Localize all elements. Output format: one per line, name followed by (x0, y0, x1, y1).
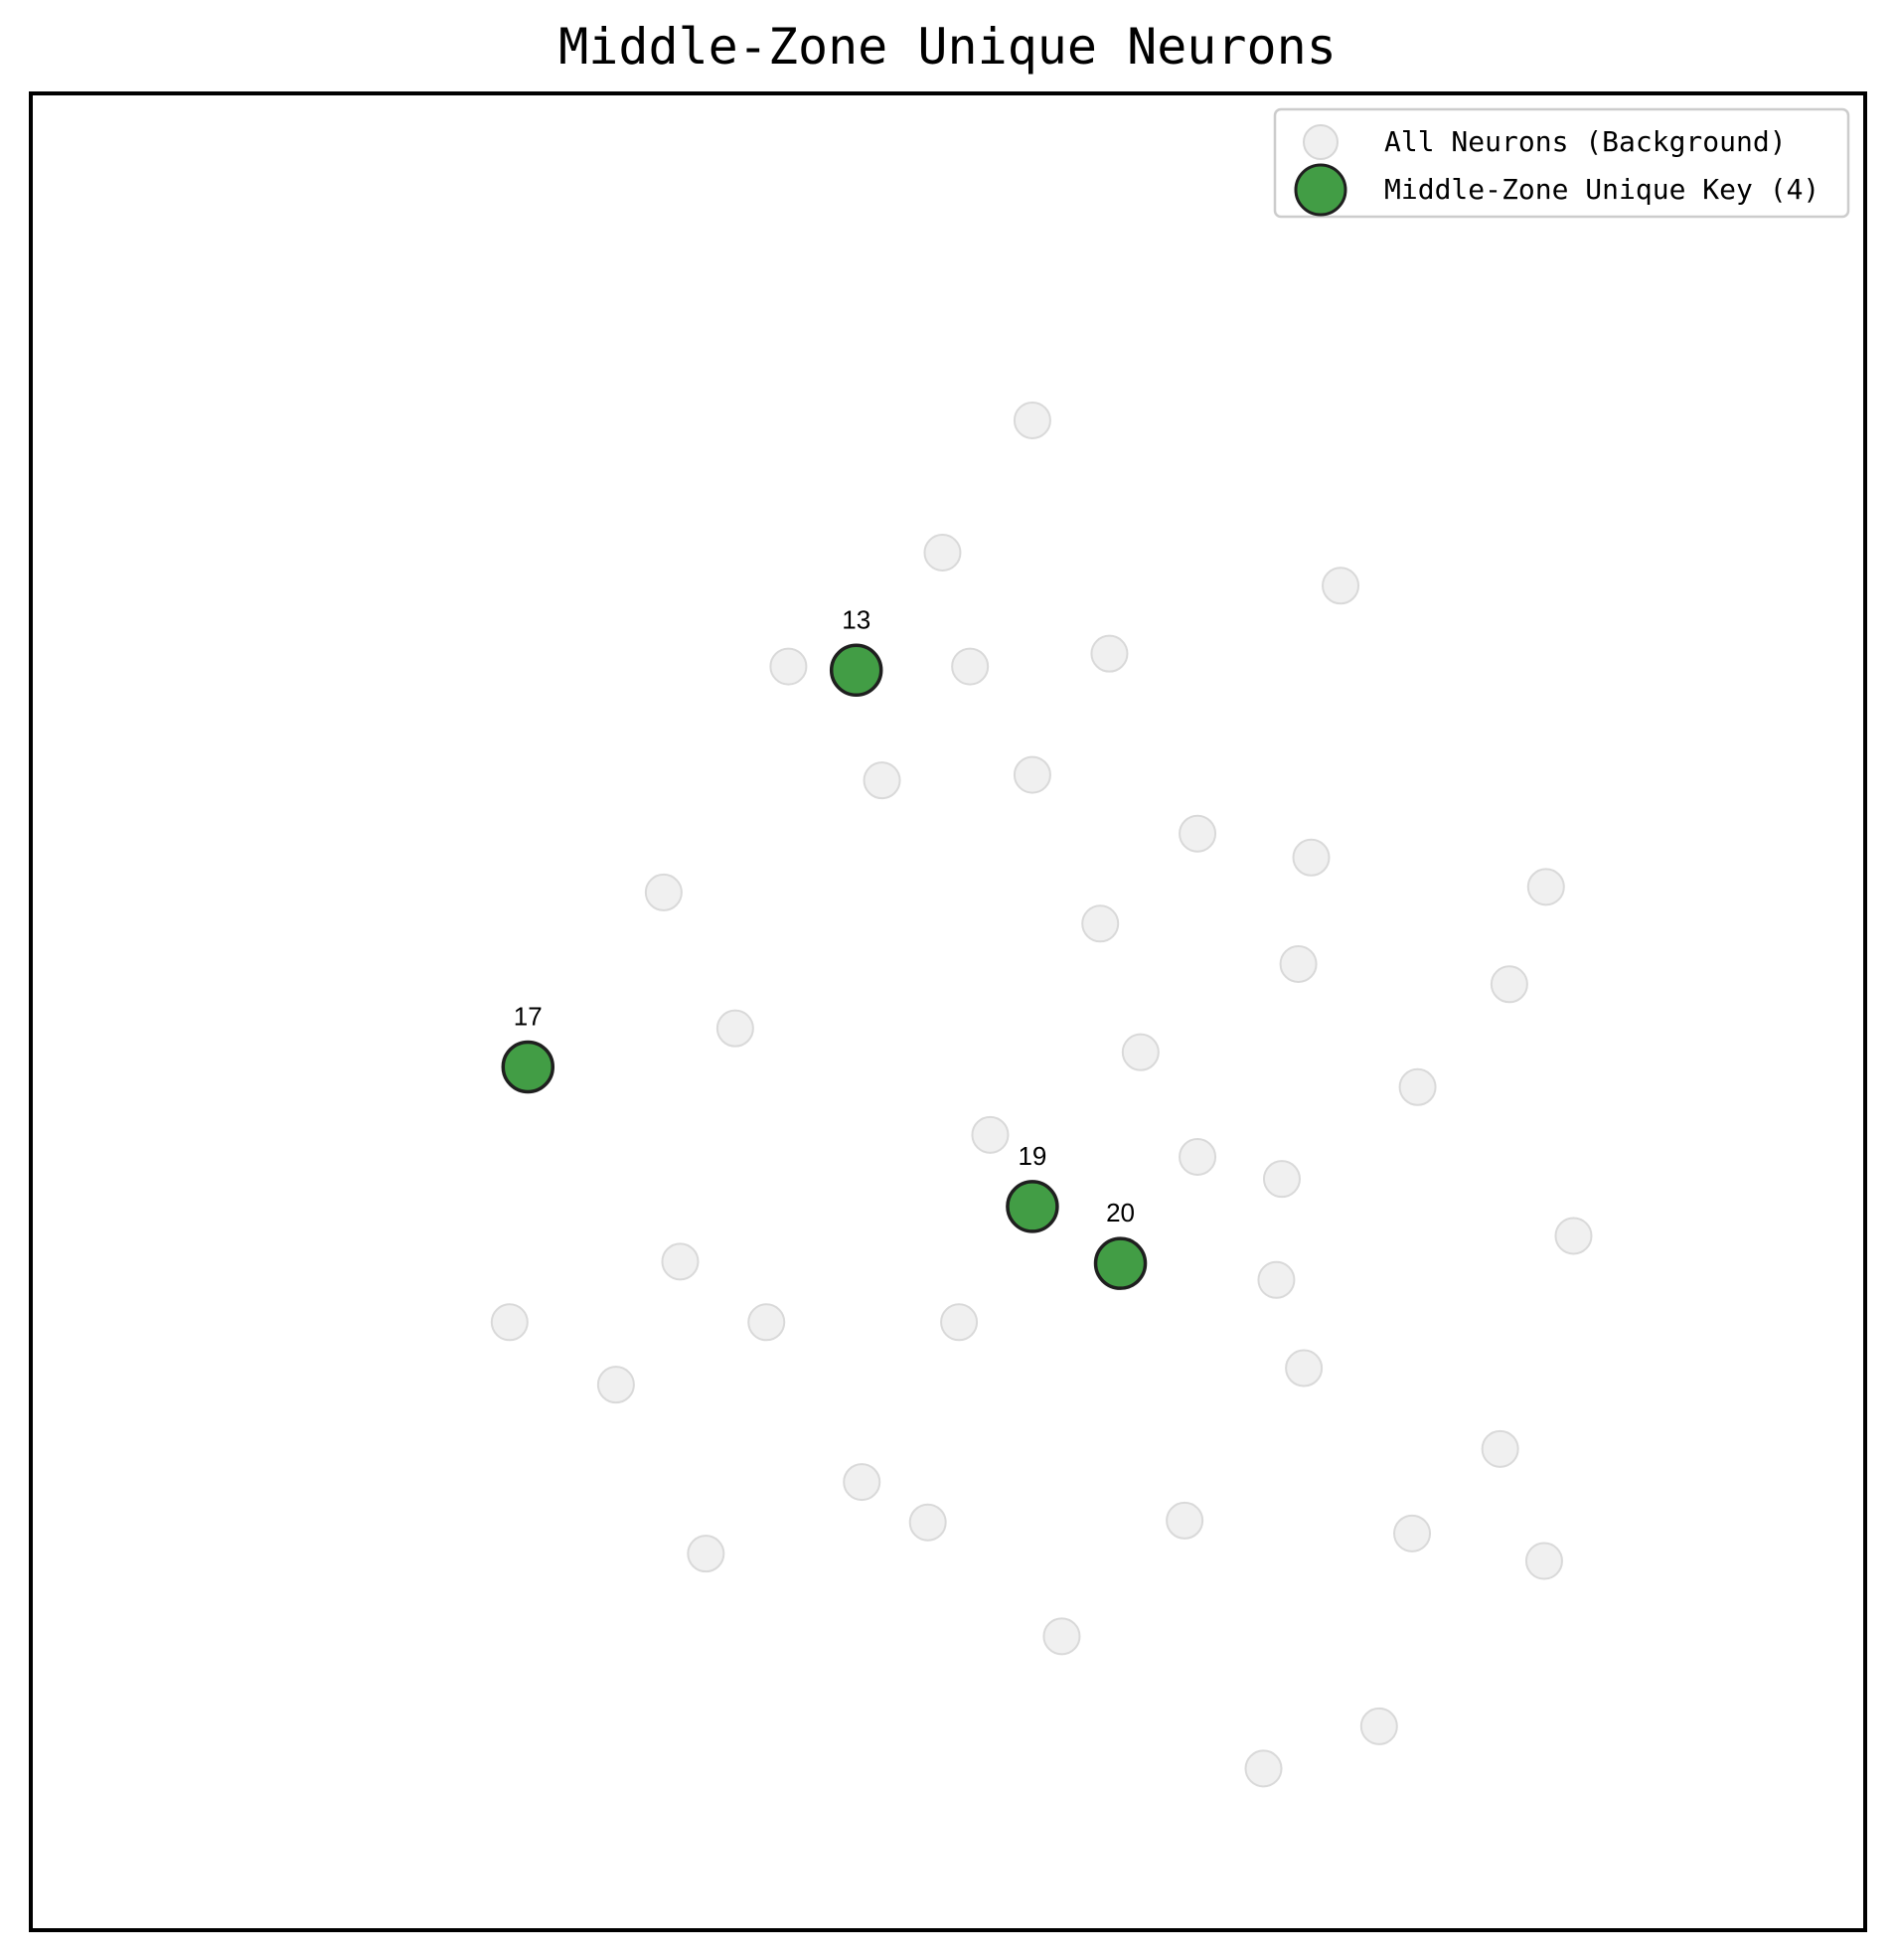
background-neuron-point (715, 1009, 754, 1048)
key-neuron-label: 19 (1018, 1141, 1046, 1171)
background-neuron-point (1554, 1217, 1593, 1255)
background-neuron-point (1393, 1514, 1432, 1552)
background-neuron-point (863, 761, 901, 800)
background-neuron-point (1322, 567, 1360, 605)
legend-marker-key (1294, 163, 1347, 217)
background-neuron-point (1179, 1137, 1217, 1176)
background-neuron-point (1179, 814, 1217, 853)
background-neuron-point (687, 1535, 725, 1573)
background-neuron-point (490, 1303, 529, 1342)
background-points-group (490, 401, 1593, 1788)
background-neuron-point (596, 1366, 635, 1404)
background-neuron-point (1526, 868, 1565, 906)
key-neuron-point (1006, 1180, 1059, 1233)
background-neuron-point (1166, 1501, 1204, 1540)
key-neuron-label: 17 (514, 1001, 543, 1031)
background-neuron-point (1490, 965, 1528, 1004)
background-neuron-point (1042, 1617, 1081, 1656)
key-neuron-label: 20 (1106, 1198, 1135, 1227)
background-neuron-point (1524, 1542, 1563, 1580)
legend-label-key: Middle-Zone Unique Key (4) (1384, 173, 1819, 206)
background-neuron-point (1285, 1349, 1324, 1388)
background-neuron-point (1292, 838, 1331, 877)
key-neuron-label: 13 (842, 604, 870, 634)
key-neuron-point (829, 643, 883, 698)
background-neuron-point (1359, 1707, 1398, 1745)
background-neuron-point (951, 647, 990, 686)
background-neuron-point (1244, 1749, 1283, 1788)
background-neuron-point (747, 1303, 786, 1342)
background-neuron-point (1279, 944, 1318, 983)
legend-marker-background (1303, 124, 1339, 160)
background-neuron-point (843, 1463, 881, 1502)
background-neuron-point (1257, 1260, 1296, 1299)
background-neuron-point (1013, 755, 1051, 794)
chart-title: Middle-Zone Unique Neurons (558, 18, 1337, 76)
background-neuron-point (1481, 1429, 1519, 1468)
plot-area-frame (29, 91, 1867, 1932)
legend-label-background: All Neurons (Background) (1384, 125, 1787, 158)
background-neuron-point (661, 1242, 700, 1281)
background-neuron-point (1262, 1160, 1301, 1199)
background-neuron-point (923, 534, 962, 572)
background-neuron-point (769, 647, 808, 686)
background-neuron-point (1398, 1067, 1437, 1106)
background-neuron-point (1013, 401, 1051, 439)
background-neuron-point (971, 1115, 1010, 1154)
legend: All Neurons (Background) Middle-Zone Uni… (1273, 107, 1850, 219)
key-points-group: 13 17 19 20 (501, 604, 1148, 1290)
key-neuron-point (1093, 1236, 1148, 1290)
background-neuron-point (1121, 1033, 1160, 1071)
key-neuron-point (501, 1040, 555, 1094)
background-neuron-point (940, 1303, 979, 1342)
background-neuron-point (1081, 904, 1120, 943)
background-neuron-point (908, 1503, 947, 1542)
background-neuron-point (1090, 634, 1129, 673)
background-neuron-point (644, 873, 683, 911)
legend-frame (1273, 107, 1850, 219)
